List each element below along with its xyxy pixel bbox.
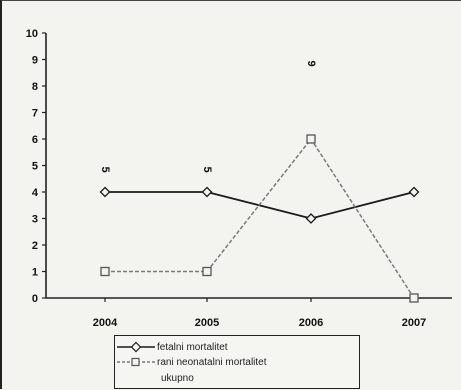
x-tick-label: 2007: [402, 317, 426, 329]
square-marker-icon: [115, 356, 157, 368]
data-point-marker: [409, 293, 419, 303]
legend: fetalni mortalitet rani neonatalni morta…: [114, 335, 360, 389]
data-point-marker: [408, 186, 420, 198]
legend-label-fetal: fetalni mortalitet: [157, 341, 228, 353]
y-tick-label: 7: [32, 108, 38, 120]
series-lines: [105, 137, 415, 299]
y-tick-label: 6: [32, 134, 38, 146]
data-point-marker: [201, 186, 213, 198]
y-tick-label: 2: [32, 240, 38, 252]
legend-item-fetal: fetalni mortalitet: [115, 341, 228, 353]
y-tick-label: 5: [32, 161, 38, 173]
total-data-label: 9: [305, 60, 317, 66]
y-tick-marks: [42, 32, 415, 302]
data-point-marker: [100, 266, 110, 277]
y-tick-label: 9: [32, 55, 38, 67]
total-data-label: 5: [201, 166, 213, 172]
series-markers: [99, 134, 420, 303]
y-tick-label: 1: [32, 267, 38, 279]
total-labels: 5 5 9: [99, 60, 317, 172]
y-tick-label: 8: [32, 81, 38, 93]
legend-item-neonatal: rani neonatalni mortalitet: [115, 356, 267, 368]
x-tick-label: 2006: [299, 317, 323, 329]
y-tick-label: 3: [32, 214, 38, 226]
series-line: [105, 137, 415, 299]
x-tick-label: 2005: [195, 317, 219, 329]
y-tick-labels: 0 1 2 3 4 5 6 7 8 9 10: [26, 28, 39, 305]
data-point-marker: [306, 134, 316, 144]
data-point-marker: [305, 213, 317, 224]
data-point-marker: [202, 266, 212, 277]
y-tick-label: 0: [32, 293, 38, 305]
legend-label-neonatal: rani neonatalni mortalitet: [157, 356, 267, 368]
data-point-marker: [99, 186, 111, 198]
x-tick-labels: 2004 2005 2006 2007: [93, 317, 426, 329]
legend-label-total: ukupno: [161, 373, 194, 384]
y-tick-label: 10: [26, 28, 38, 40]
x-tick-label: 2004: [93, 317, 118, 329]
total-data-label: 5: [99, 166, 111, 172]
y-tick-label: 4: [32, 187, 39, 199]
diamond-marker-icon: [115, 341, 157, 353]
